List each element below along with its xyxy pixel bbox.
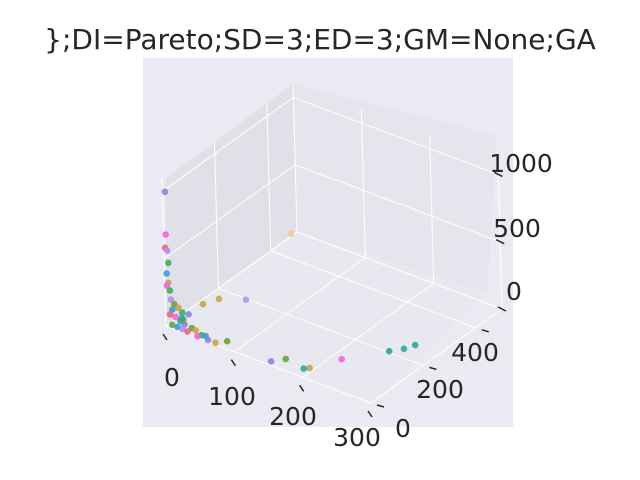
scatter-point — [185, 311, 192, 318]
y-grid-line — [213, 140, 219, 289]
y-tick-mark — [429, 366, 437, 371]
z-tick-label-1000: 1000 — [489, 149, 553, 178]
z-grid-line — [162, 97, 294, 192]
scatter-point — [184, 328, 191, 335]
y-tick-label-200: 200 — [416, 375, 464, 404]
data-points — [161, 188, 419, 372]
z-tick-label-500: 500 — [493, 214, 541, 243]
scatter-point — [163, 247, 171, 254]
y-tick-label-0: 0 — [395, 414, 411, 443]
pane-back — [293, 84, 497, 293]
pane-left — [166, 84, 297, 326]
scatter-point — [179, 309, 186, 317]
scatter-point — [162, 231, 169, 238]
scatter-point — [165, 259, 172, 267]
scatter-point — [179, 325, 186, 333]
scatter-point — [194, 333, 201, 340]
scatter-point — [166, 287, 174, 294]
scatter-point — [212, 339, 219, 347]
z-grid-line — [296, 231, 503, 310]
scatter-point — [267, 358, 275, 365]
scatter-point — [411, 341, 419, 349]
scatter-point — [163, 270, 170, 277]
scatter-point — [178, 314, 186, 322]
y-grid-line — [161, 177, 167, 327]
z-grid-line — [295, 164, 501, 243]
y-grid-line — [165, 325, 372, 404]
x-grid-line — [429, 135, 435, 284]
z-grid-line — [165, 231, 298, 327]
y-tick-mark — [481, 329, 490, 333]
x-tick-label-300: 300 — [333, 423, 381, 452]
x-grid-line — [497, 160, 503, 310]
tick-marks — [162, 171, 507, 418]
scatter-point — [215, 295, 223, 303]
z-tick-mark — [497, 306, 507, 312]
scatter-point — [174, 323, 181, 331]
scatter-point — [300, 365, 308, 372]
scatter-point — [163, 282, 171, 290]
scatter-point — [192, 327, 200, 334]
grid-lines — [161, 83, 503, 404]
x-tick-mark — [367, 410, 373, 418]
scatter-point — [338, 355, 346, 363]
scatter-point — [223, 337, 231, 345]
scatter-point — [306, 364, 314, 372]
scatter-point — [400, 345, 408, 353]
x-grid-line — [234, 257, 366, 353]
x-tick-mark — [299, 384, 305, 392]
x-tick-label-100: 100 — [208, 382, 256, 411]
x-tick-mark — [162, 333, 168, 341]
y-grid-line — [266, 102, 272, 251]
x-tick-label-0: 0 — [164, 363, 180, 392]
scatter-point — [385, 347, 393, 355]
scatter-point — [287, 230, 295, 237]
pane-floor — [166, 232, 487, 403]
x-grid-line — [302, 282, 434, 378]
z-tick-label-0: 0 — [506, 277, 522, 306]
scatter-point — [199, 300, 207, 308]
scatter-point — [161, 188, 169, 196]
scatter-point — [242, 296, 250, 304]
y-tick-mark — [376, 404, 385, 408]
z-tick-mark — [495, 239, 505, 245]
z-grid-line — [293, 96, 499, 175]
y-tick-label-400: 400 — [451, 338, 499, 367]
x-grid-line — [370, 308, 503, 404]
x-tick-mark — [230, 359, 236, 367]
scatter-point — [167, 296, 175, 303]
scatter-point — [202, 332, 209, 340]
scatter-point — [282, 355, 290, 363]
chart-title: };DI=Pareto;SD=3;ED=3;GM=None;GA — [44, 23, 596, 56]
scatter-point — [166, 311, 174, 318]
scatter-point — [168, 321, 176, 329]
x-tick-label-200: 200 — [269, 402, 317, 431]
scatter-point — [175, 304, 182, 312]
z-tick-mark — [494, 171, 503, 178]
x-grid-line — [292, 83, 298, 233]
x-grid-line — [360, 109, 366, 258]
y-grid-line — [270, 250, 476, 329]
scatter-point — [172, 313, 179, 321]
z-grid-line — [163, 164, 296, 260]
